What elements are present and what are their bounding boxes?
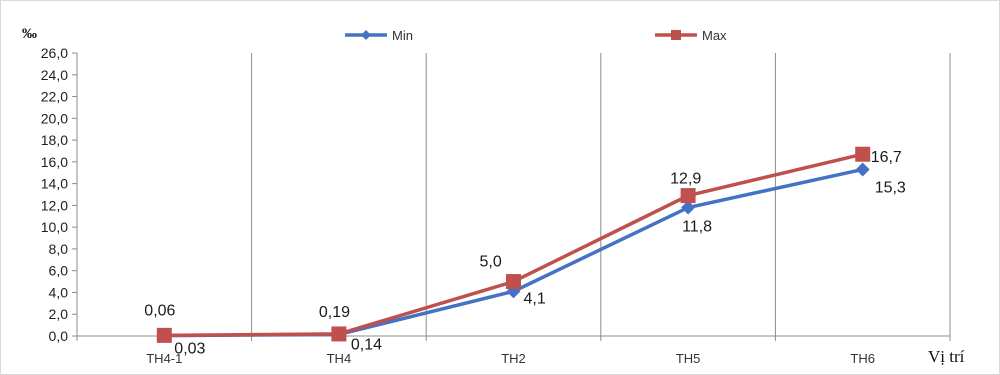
y-tick-label: 12,0 — [41, 197, 68, 213]
y-axis-unit: ‰ — [22, 26, 37, 42]
data-label-max: 16,7 — [871, 149, 902, 166]
legend: Min Max — [345, 28, 727, 43]
series-line-min — [164, 167, 864, 338]
data-point-max — [855, 146, 871, 162]
y-tick-label: 26,0 — [41, 45, 68, 61]
data-point-max — [506, 274, 521, 290]
x-axis: TH4-1 TH4 TH2 TH5 TH6 — [76, 335, 951, 366]
data-label-max: 0,19 — [319, 304, 350, 321]
series-line-max — [164, 152, 864, 338]
data-label-max: 0,06 — [144, 302, 175, 319]
y-axis: 0,0 2,0 4,0 6,0 8,0 10,0 12,0 14,0 16,0 18,0 20,0 2… — [41, 45, 78, 344]
data-label-max: 5,0 — [480, 254, 502, 271]
x-tick-label: TH4 — [327, 351, 352, 366]
y-tick-label: 14,0 — [41, 176, 68, 192]
x-tick-label: TH4-1 — [146, 351, 182, 366]
y-tick-label: 8,0 — [49, 241, 69, 257]
data-label-min: 0,03 — [174, 341, 205, 358]
data-label-min: 0,14 — [351, 336, 382, 353]
data-point-max — [680, 188, 696, 204]
y-tick-label: 6,0 — [49, 263, 69, 279]
data-point-min — [681, 200, 696, 215]
y-tick-label: 16,0 — [41, 154, 68, 170]
data-label-min: 15,3 — [875, 179, 906, 196]
y-tick-label: 20,0 — [41, 110, 68, 126]
y-tick-label: 18,0 — [41, 132, 68, 148]
y-tick-label: 4,0 — [49, 284, 69, 300]
data-label-min: 11,8 — [682, 219, 712, 236]
y-tick-label: 10,0 — [41, 219, 68, 235]
x-tick-label: TH2 — [501, 351, 526, 366]
y-tick-label: 2,0 — [49, 306, 69, 322]
y-tick-label: 22,0 — [41, 89, 68, 105]
plot-area: 0,03 0,14 4,1 11,8 15,3 0,06 0,19 5,0 12,9 16,7 — [144, 146, 906, 358]
x-tick-label: TH6 — [850, 351, 875, 366]
legend-marker-min — [361, 30, 371, 40]
x-tick-label: TH5 — [676, 351, 701, 366]
grid-lines — [251, 53, 951, 336]
y-tick-label: 24,0 — [41, 67, 68, 83]
legend-label: Max — [702, 28, 727, 43]
legend-marker-max — [671, 30, 681, 40]
legend-label: Min — [392, 28, 413, 43]
x-axis-title: Vị trí — [928, 347, 965, 366]
data-label-max: 12,9 — [670, 171, 701, 188]
data-point-min — [855, 162, 870, 177]
y-tick-label: 0,0 — [49, 328, 69, 344]
data-point-max — [156, 327, 172, 343]
data-label-min: 4,1 — [524, 290, 546, 307]
data-point-max — [331, 326, 347, 342]
